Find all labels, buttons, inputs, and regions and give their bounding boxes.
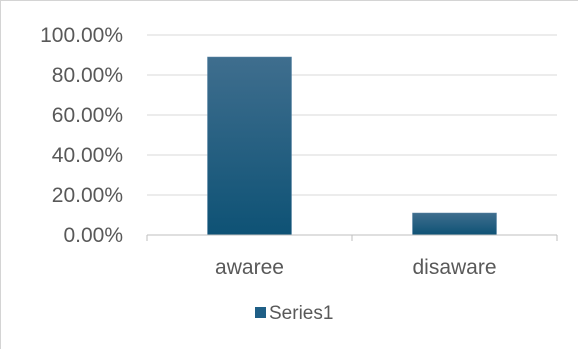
y-axis-tick-labels: 0.00% 20.00% 40.00% 60.00% 80.00% 100.00%	[40, 24, 123, 247]
x-tick-label: disaware	[412, 256, 496, 279]
legend-label: Series1	[269, 303, 333, 324]
bar-awaree	[207, 56, 292, 236]
y-tick-label: 20.00%	[52, 184, 123, 207]
y-tick-label: 100.00%	[40, 24, 123, 47]
y-tick-label: 80.00%	[52, 64, 123, 87]
y-tick-label: 60.00%	[52, 104, 123, 127]
y-tick-label: 0.00%	[63, 224, 123, 247]
legend: Series1	[255, 303, 333, 324]
x-tick-label: awaree	[215, 256, 284, 279]
bar-disaware	[412, 212, 497, 236]
y-tick-label: 40.00%	[52, 144, 123, 167]
bars	[207, 56, 497, 236]
x-axis-category-labels: awaree disaware	[215, 256, 496, 279]
x-axis	[146, 234, 558, 241]
legend-swatch	[255, 307, 266, 318]
